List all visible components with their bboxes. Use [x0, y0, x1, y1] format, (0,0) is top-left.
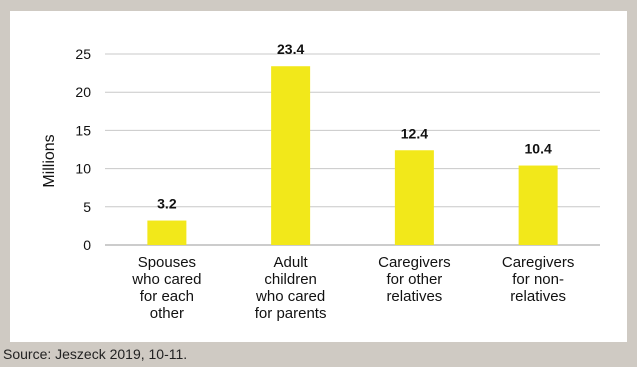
y-tick-label: 10 — [75, 161, 91, 177]
bar — [394, 150, 434, 245]
bar — [271, 66, 311, 245]
y-tick-label: 15 — [75, 122, 91, 138]
x-tick-label: Spouses who cared for each other — [131, 254, 201, 322]
data-label: 12.4 — [401, 125, 428, 141]
data-label: 3.2 — [157, 196, 177, 212]
y-tick-label: 0 — [83, 237, 91, 253]
y-tick-label: 5 — [83, 199, 91, 215]
y-tick-label: 25 — [75, 46, 91, 62]
x-tick-label-line: relatives — [510, 288, 566, 305]
y-tick-label: 20 — [75, 84, 91, 100]
x-tick-label-line: Caregivers — [378, 254, 451, 271]
x-tick-label-line: children — [264, 271, 317, 288]
x-tick-label-line: Spouses — [138, 254, 196, 271]
y-axis-title: Millions — [41, 134, 58, 187]
x-tick-label-line: for each — [140, 288, 194, 305]
x-tick-label-line: who cared — [255, 288, 325, 305]
bar — [518, 165, 558, 245]
x-tick-label-line: relatives — [386, 288, 442, 305]
x-tick-label: Adult children who cared for parents — [255, 254, 327, 322]
x-tick-label-line: for other — [386, 271, 442, 288]
x-tick-label-line: for non- — [512, 271, 564, 288]
data-label: 23.4 — [277, 41, 304, 57]
bar — [147, 220, 187, 245]
x-tick-label-line: for parents — [255, 305, 327, 322]
data-label: 10.4 — [525, 141, 552, 157]
x-tick-label: Caregivers for non-relatives — [502, 254, 575, 305]
x-tick-label-line: other — [150, 305, 184, 322]
x-tick-label-line: Caregivers — [502, 254, 575, 271]
x-tick-label-line: Adult — [274, 254, 309, 271]
x-tick-label-line: who cared — [131, 271, 201, 288]
source-note: Source: Jeszeck 2019, 10-11. — [3, 346, 188, 362]
x-tick-label: Caregivers for other relatives — [378, 254, 451, 305]
chart-panel: Millions 0 5 10 15 20 25 3.2 Spouses who cared fo… — [10, 11, 627, 342]
